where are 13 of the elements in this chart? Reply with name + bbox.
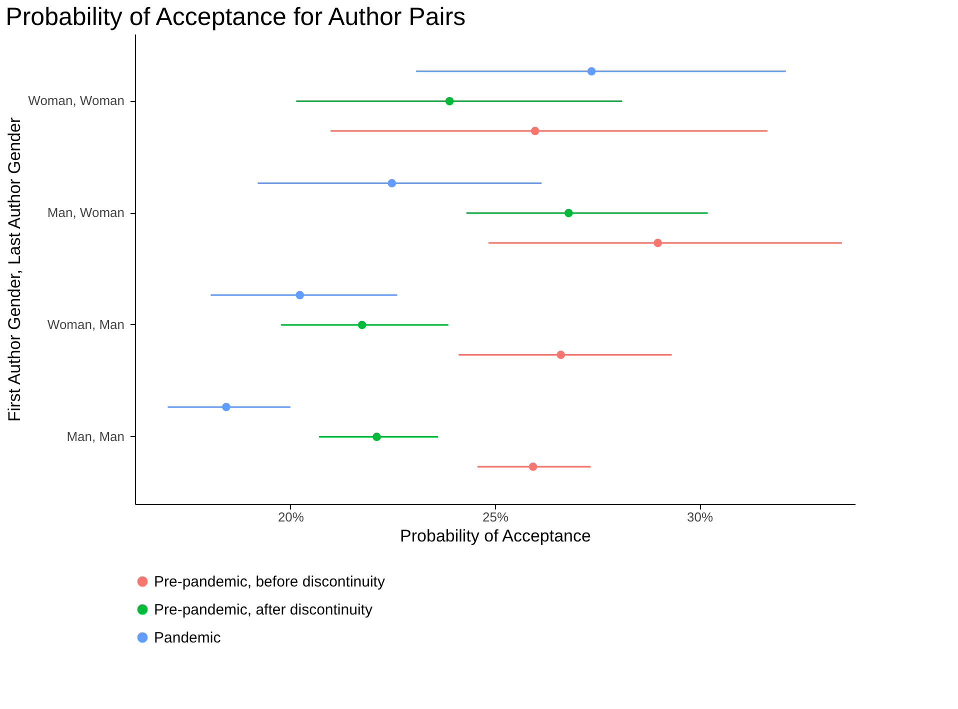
y-tick-label: Man, Man: [66, 428, 124, 444]
x-axis-title: Probability of Acceptance: [400, 526, 591, 546]
y-tick-label: Man, Woman: [47, 205, 124, 220]
x-tick-label: 20%: [278, 510, 304, 524]
y-tick-label: Woman, Man: [47, 316, 124, 332]
legend-label: Pre-pandemic, before discontinuity: [154, 574, 386, 590]
x-tick-label: 25%: [482, 510, 509, 524]
legend-label: Pre-pandemic, after discontinuity: [154, 602, 373, 618]
chart-title: Probability of Acceptance for Author Pairs: [6, 3, 466, 31]
legend-label: Pandemic: [154, 630, 222, 646]
x-tick-label: 30%: [687, 510, 714, 524]
y-tick-label: Woman, Woman: [28, 93, 124, 108]
y-axis-title: First Author Gender, Last Author Gender: [5, 117, 24, 422]
